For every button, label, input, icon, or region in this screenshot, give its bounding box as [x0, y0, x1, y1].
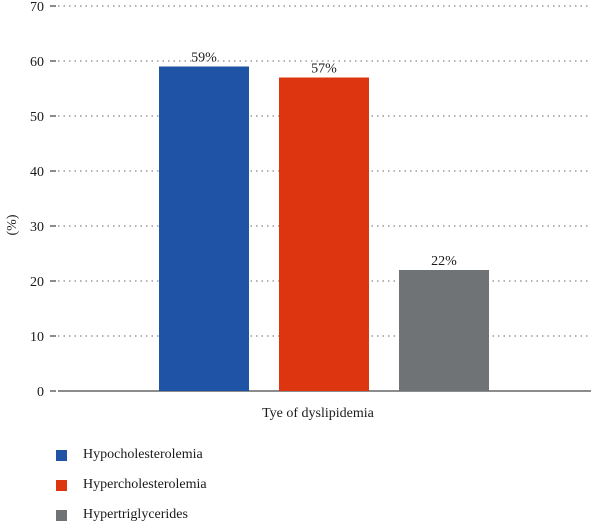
bars	[159, 66, 489, 391]
y-axis-title: (%)	[5, 214, 20, 235]
y-tick-label: 70	[30, 0, 44, 15]
y-tick-label: 0	[37, 385, 44, 400]
legend-label: Hypocholesterolemia	[83, 447, 203, 462]
bar-hypocholesterolemia	[159, 66, 249, 391]
legend-swatch	[56, 509, 67, 521]
y-tick-label: 10	[30, 330, 44, 345]
legend: Hypocholesterolemia Hypercholesterolemia H…	[56, 440, 207, 530]
y-tick-label: 30	[30, 220, 44, 235]
bar-data-label: 22%	[431, 254, 457, 269]
y-tick-label: 50	[30, 110, 44, 125]
legend-label: Hypercholesterolemia	[83, 477, 207, 492]
bar-hypertriglycerides	[399, 270, 489, 391]
legend-label: Hypertriglycerides	[83, 507, 188, 522]
y-tick-label: 60	[30, 55, 44, 70]
legend-item: Hypocholesterolemia	[56, 440, 207, 470]
legend-item: Hypercholesterolemia	[56, 470, 207, 500]
y-tick-label: 40	[30, 165, 44, 180]
gridlines	[58, 5, 591, 337]
x-axis-title: Tye of dyslipidemia	[262, 406, 375, 421]
y-tick-label: 20	[30, 275, 44, 290]
bar-data-labels: 59% 57% 22%	[191, 51, 457, 270]
legend-swatch	[56, 479, 67, 491]
bar-data-label: 59%	[191, 51, 217, 66]
bar-chart: 0 10 20 30 40 50 60 70 59% 57% 22% (%) Tye of dys…	[5, 0, 591, 421]
bar-hypercholesterolemia	[279, 77, 369, 391]
legend-item: Hypertriglycerides	[56, 500, 207, 530]
legend-swatch	[56, 449, 67, 461]
bar-data-label: 57%	[311, 62, 337, 77]
y-axis-ticks: 0 10 20 30 40 50 60 70	[30, 0, 56, 400]
